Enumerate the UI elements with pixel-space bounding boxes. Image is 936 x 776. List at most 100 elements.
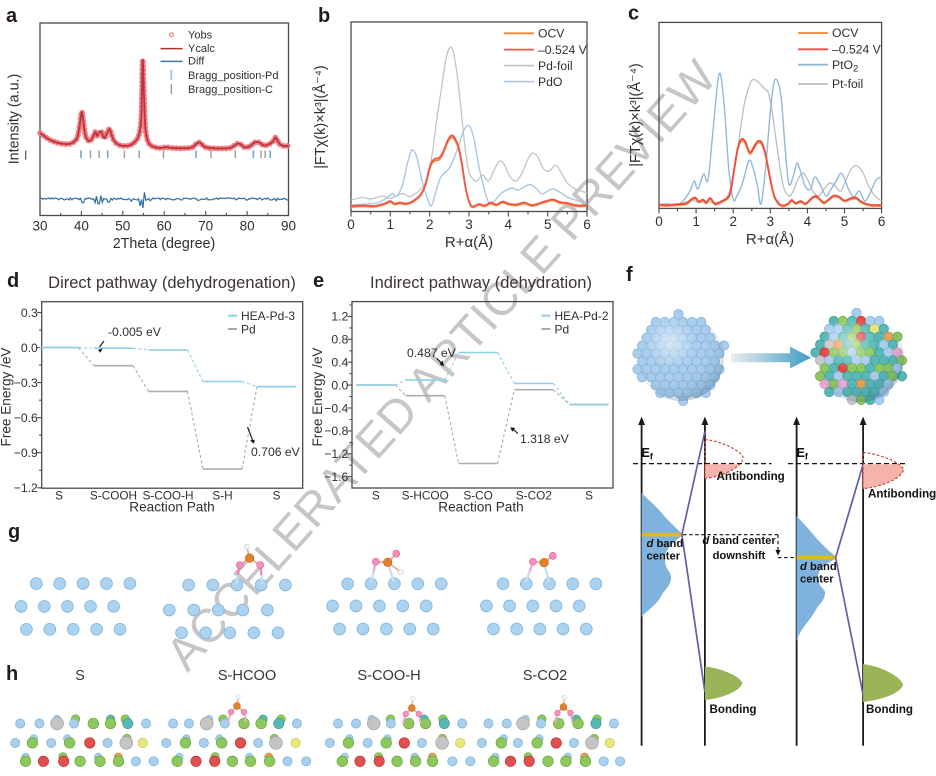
svg-text:0.0: 0.0 — [331, 378, 348, 392]
svg-text:|FTχ(k)×k³|(Å⁻⁴): |FTχ(k)×k³|(Å⁻⁴) — [312, 65, 329, 169]
svg-text:S-CO2: S-CO2 — [523, 668, 568, 684]
svg-text:PdO: PdO — [538, 75, 562, 89]
svg-text:f: f — [626, 264, 633, 286]
svg-text:Diff: Diff — [188, 56, 205, 68]
svg-text:S-HCOO: S-HCOO — [402, 489, 449, 503]
svg-text:50: 50 — [115, 219, 130, 234]
svg-text:Direct pathway (dehydrogenatio: Direct pathway (dehydrogenation) — [48, 274, 296, 292]
svg-text:d band center: d band center — [702, 535, 776, 547]
svg-text:center: center — [800, 574, 834, 586]
svg-text:S-CO2: S-CO2 — [516, 489, 552, 503]
svg-text:–0.524 V: –0.524 V — [832, 43, 882, 57]
svg-text:h: h — [6, 663, 18, 685]
svg-text:d band: d band — [800, 561, 837, 573]
svg-text:Intensity (a.u.): Intensity (a.u.) — [7, 74, 23, 165]
svg-text:Pt-foil: Pt-foil — [832, 77, 863, 91]
svg-text:60: 60 — [157, 219, 172, 234]
svg-text:3: 3 — [767, 214, 775, 229]
svg-text:c: c — [628, 3, 639, 25]
svg-text:−0.6: −0.6 — [14, 411, 38, 425]
svg-text:6: 6 — [878, 214, 886, 229]
svg-text:4: 4 — [804, 214, 812, 229]
svg-text:6: 6 — [583, 217, 591, 232]
svg-text:OCV: OCV — [538, 27, 565, 41]
svg-text:Ef: Ef — [797, 446, 809, 462]
svg-text:3: 3 — [465, 217, 473, 232]
svg-text:PtO2: PtO2 — [832, 58, 858, 75]
svg-text:Reaction Path: Reaction Path — [438, 500, 523, 515]
svg-text:−1.2: −1.2 — [324, 447, 348, 461]
svg-text:0.4: 0.4 — [331, 356, 348, 370]
svg-text:−0.8: −0.8 — [324, 424, 348, 438]
svg-text:30: 30 — [32, 219, 47, 234]
svg-text:1: 1 — [692, 214, 700, 229]
svg-text:1: 1 — [387, 217, 395, 232]
svg-text:Bragg_position-Pd: Bragg_position-Pd — [188, 70, 279, 82]
svg-text:Yobs: Yobs — [188, 30, 213, 42]
svg-text:4: 4 — [505, 217, 513, 232]
svg-text:1.318 eV: 1.318 eV — [520, 432, 570, 446]
svg-text:5: 5 — [544, 217, 552, 232]
svg-text:−0.4: −0.4 — [324, 401, 348, 415]
svg-text:0.0: 0.0 — [21, 341, 38, 355]
svg-text:R+α(Å): R+α(Å) — [746, 231, 794, 248]
svg-text:90: 90 — [281, 219, 296, 234]
svg-text:g: g — [8, 521, 20, 543]
svg-text:S: S — [75, 668, 85, 684]
svg-text:d: d — [7, 270, 19, 292]
svg-text:S-HCOO: S-HCOO — [218, 668, 276, 684]
svg-text:Pd: Pd — [555, 322, 570, 336]
svg-text:Bragg_position-C: Bragg_position-C — [188, 84, 273, 96]
svg-text:Indirect pathway (dehydration): Indirect pathway (dehydration) — [370, 274, 592, 292]
svg-text:HEA-Pd-3: HEA-Pd-3 — [241, 309, 295, 323]
svg-text:R+α(Å): R+α(Å) — [445, 234, 493, 251]
svg-text:S: S — [55, 489, 63, 503]
svg-text:0.8: 0.8 — [331, 333, 348, 347]
svg-text:Ycalc: Ycalc — [188, 43, 215, 55]
svg-text:0: 0 — [347, 217, 355, 232]
svg-text:HEA-Pd-2: HEA-Pd-2 — [555, 309, 609, 323]
svg-text:5: 5 — [841, 214, 849, 229]
svg-text:70: 70 — [198, 219, 213, 234]
svg-text:S-CO: S-CO — [463, 489, 493, 503]
svg-text:a: a — [6, 5, 18, 27]
svg-text:Pd-foil: Pd-foil — [538, 59, 573, 73]
svg-text:S-COOH: S-COOH — [90, 489, 137, 503]
svg-text:0.3: 0.3 — [21, 306, 38, 320]
svg-text:Free Energy /eV: Free Energy /eV — [310, 348, 325, 447]
svg-text:2Theta (degree): 2Theta (degree) — [113, 236, 216, 252]
svg-text:80: 80 — [240, 219, 255, 234]
svg-text:−1.2: −1.2 — [14, 481, 38, 495]
svg-text:Free Energy /eV: Free Energy /eV — [0, 348, 14, 447]
svg-text:Bonding: Bonding — [710, 703, 757, 716]
svg-text:-0.005 eV: -0.005 eV — [108, 325, 162, 339]
svg-text:S-COO-H: S-COO-H — [142, 489, 193, 503]
svg-text:OCV: OCV — [832, 26, 859, 40]
svg-text:Bonding: Bonding — [866, 703, 913, 716]
svg-text:0.706 eV: 0.706 eV — [251, 445, 301, 459]
svg-text:0: 0 — [655, 214, 663, 229]
svg-text:40: 40 — [74, 219, 89, 234]
svg-text:|FTχ(k)×k³|(Å⁻⁴): |FTχ(k)×k³|(Å⁻⁴) — [627, 63, 644, 167]
svg-text:S: S — [372, 489, 380, 503]
svg-text:−0.3: −0.3 — [14, 376, 38, 390]
svg-text:d band: d band — [647, 538, 684, 550]
svg-text:e: e — [313, 270, 324, 292]
svg-text:S: S — [273, 489, 281, 503]
svg-text:downshift: downshift — [713, 550, 766, 562]
svg-text:b: b — [318, 5, 330, 27]
svg-text:Antibonding: Antibonding — [717, 470, 785, 483]
svg-text:−1.6: −1.6 — [324, 470, 348, 484]
svg-text:center: center — [647, 551, 681, 563]
svg-text:2: 2 — [426, 217, 434, 232]
svg-text:Antibonding: Antibonding — [868, 488, 936, 501]
svg-text:1.2: 1.2 — [331, 310, 348, 324]
svg-text:−0.9: −0.9 — [14, 446, 38, 460]
svg-text:2: 2 — [729, 214, 737, 229]
svg-text:–0.524 V: –0.524 V — [538, 43, 588, 57]
svg-text:Pd: Pd — [241, 322, 256, 336]
svg-text:Reaction Path: Reaction Path — [129, 500, 214, 515]
svg-text:S-COO-H: S-COO-H — [357, 668, 420, 684]
svg-text:0.487 eV: 0.487 eV — [407, 346, 457, 360]
svg-text:S-H: S-H — [212, 489, 232, 503]
